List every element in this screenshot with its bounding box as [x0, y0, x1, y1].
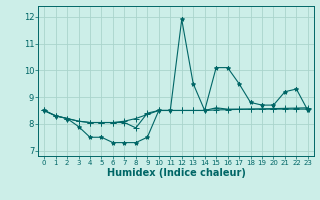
X-axis label: Humidex (Indice chaleur): Humidex (Indice chaleur): [107, 168, 245, 178]
